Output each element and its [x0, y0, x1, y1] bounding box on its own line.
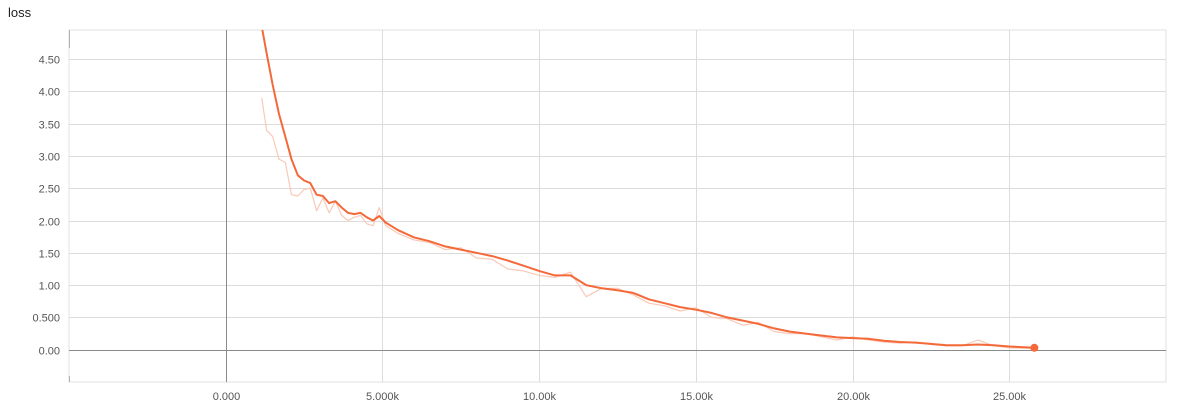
x-tick-label: 5.000k [366, 391, 400, 403]
y-tick-label: 4.50 [39, 55, 60, 67]
y-tick-label: 2.00 [39, 217, 60, 229]
grid-lines [68, 29, 1167, 383]
raw-loss-line [261, 97, 1035, 349]
y-tick-label: 0.00 [39, 346, 60, 358]
axes [69, 30, 1166, 382]
y-tick-label: 1.50 [39, 249, 60, 261]
x-tick-label: 0.000 [213, 391, 241, 403]
y-tick-label: 1.00 [39, 281, 60, 293]
y-tick-label: 2.50 [39, 184, 60, 196]
y-tick-label: 3.00 [39, 152, 60, 164]
y-tick-label: 3.50 [39, 120, 60, 132]
smoothed-series-layer [261, 30, 1039, 352]
x-tick-label: 15.00k [680, 391, 714, 403]
plot-frame [68, 29, 1167, 383]
y-tick-label: 4.00 [39, 87, 60, 99]
tick-labels: 0.00 0.500 1.00 1.50 2.00 2.50 3.00 3.50 4.00 4.5… [32, 55, 1026, 404]
chart-title: loss [8, 5, 32, 20]
smoothed-loss-line [261, 30, 1035, 349]
last-point-marker [1030, 343, 1039, 352]
x-tick-label: 10.00k [523, 391, 557, 403]
x-tick-label: 20.00k [837, 391, 871, 403]
x-tick-label: 25.00k [993, 391, 1027, 403]
y-tick-label: 0.500 [32, 313, 60, 325]
raw-series-layer [261, 97, 1035, 349]
